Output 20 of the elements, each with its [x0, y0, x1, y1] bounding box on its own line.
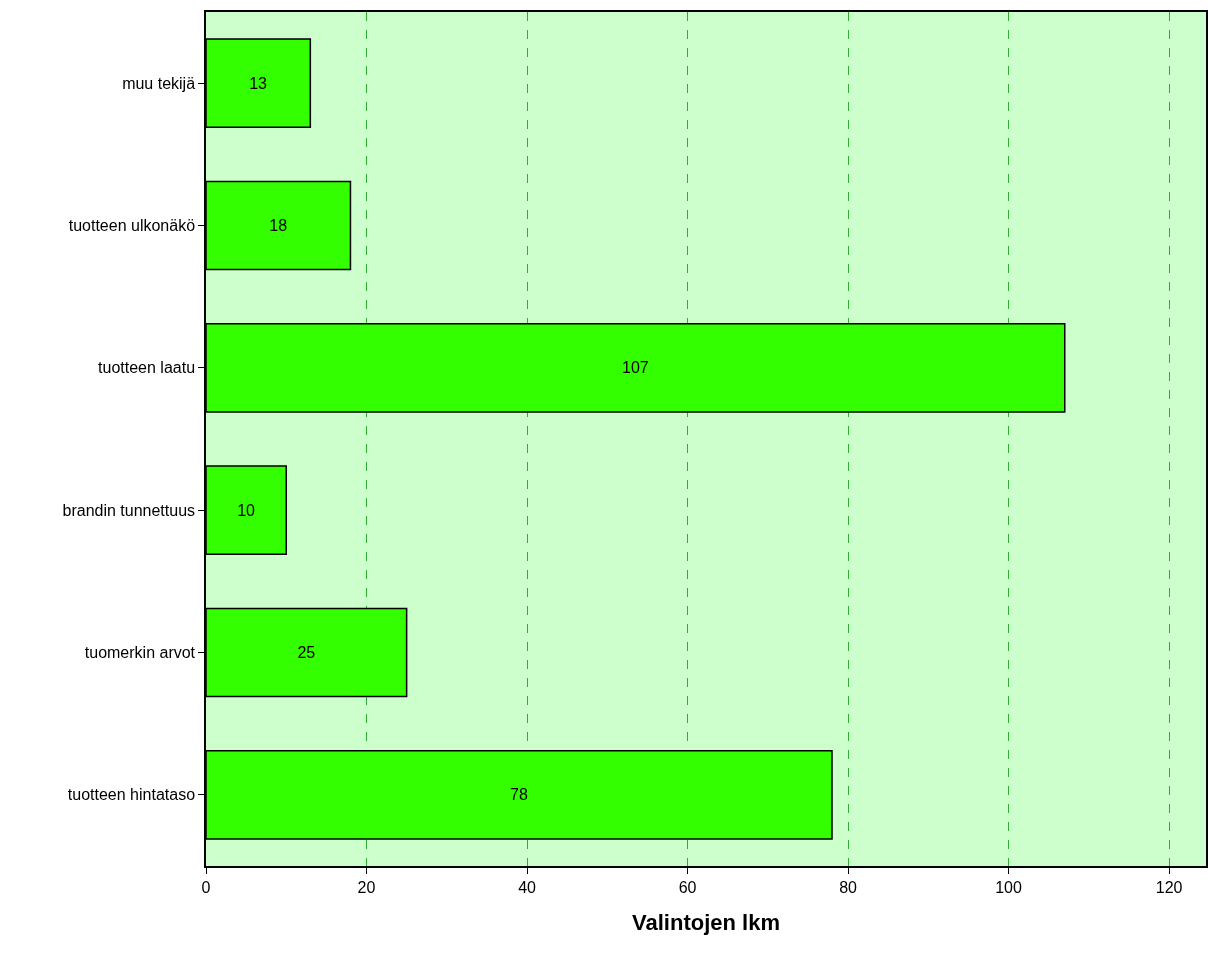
data-label: 78 [510, 786, 528, 804]
data-label: 107 [621, 359, 649, 377]
x-tick-label: 0 [201, 878, 211, 896]
y-tick-label: tuotteen ulkonäkö [68, 217, 196, 235]
y-tick-label: brandin tunnettuus [62, 501, 196, 519]
x-axis-title: Valintojen lkm [632, 910, 780, 936]
data-label: 10 [237, 501, 256, 519]
x-tick-label: 40 [518, 878, 537, 896]
y-tick-label: tuotteen hintataso [67, 786, 196, 804]
data-label: 18 [269, 217, 288, 234]
x-tick-label: 20 [357, 878, 376, 896]
x-tick-label: 120 [1155, 878, 1183, 896]
x-tick-label: 80 [839, 878, 858, 896]
data-label: 13 [249, 74, 268, 92]
data-label: 25 [297, 644, 316, 661]
y-tick-label: tuomerkin arvot [84, 644, 196, 662]
y-tick-label: tuotteen laatu [98, 359, 196, 377]
x-tick-label: 100 [995, 878, 1023, 896]
x-tick-label: 60 [678, 878, 697, 896]
y-tick-label: muu tekijä [122, 74, 196, 92]
